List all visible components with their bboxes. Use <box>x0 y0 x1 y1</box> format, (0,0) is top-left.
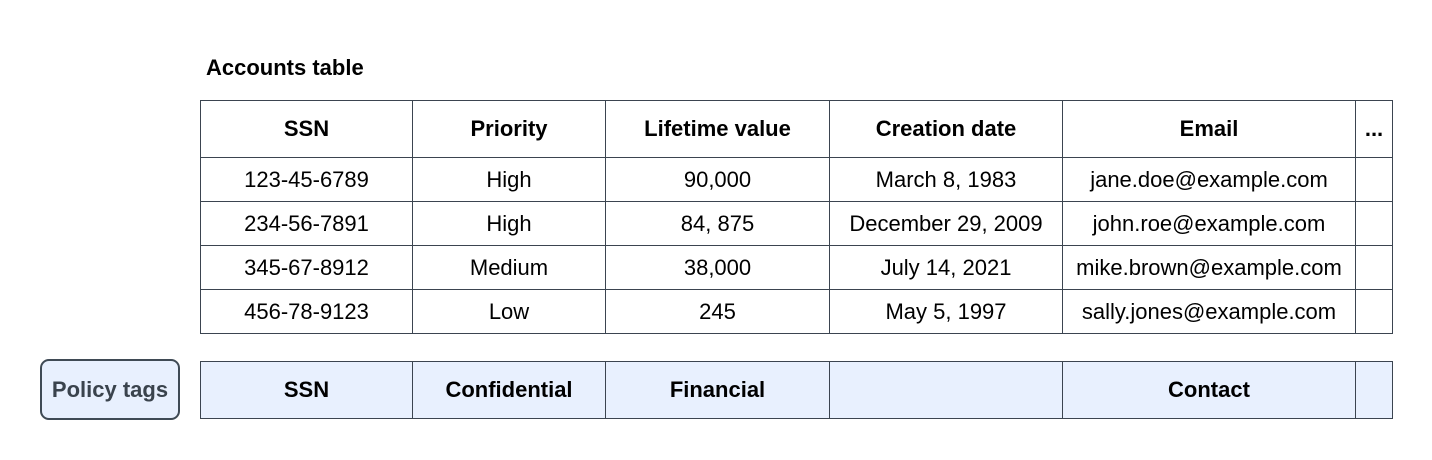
cell-more <box>1355 157 1393 202</box>
table-row: 123-45-6789 High 90,000 March 8, 1983 ja… <box>200 157 1393 202</box>
page-title: Accounts table <box>206 55 364 80</box>
cell-ssn: 345-67-8912 <box>200 245 413 290</box>
cell-creation-date: March 8, 1983 <box>829 157 1063 202</box>
cell-ssn: 234-56-7891 <box>200 201 413 246</box>
cell-more <box>1355 289 1393 334</box>
cell-creation-date: December 29, 2009 <box>829 201 1063 246</box>
policy-tag-cells: SSN Confidential Financial Contact <box>200 361 1393 419</box>
column-header-priority: Priority <box>412 100 606 158</box>
cell-email: mike.brown@example.com <box>1062 245 1356 290</box>
cell-email: sally.jones@example.com <box>1062 289 1356 334</box>
cell-more <box>1355 245 1393 290</box>
cell-ssn: 123-45-6789 <box>200 157 413 202</box>
policy-tags-button-label: Policy tags <box>51 376 169 402</box>
column-header-lifetime-value: Lifetime value <box>605 100 830 158</box>
column-header-creation-date: Creation date <box>829 100 1063 158</box>
cell-priority: High <box>412 201 606 246</box>
accounts-table: SSN Priority Lifetime value Creation dat… <box>200 100 1393 334</box>
table-row: 345-67-8912 Medium 38,000 July 14, 2021 … <box>200 245 1393 290</box>
cell-more <box>1355 201 1393 246</box>
cell-email: john.roe@example.com <box>1062 201 1356 246</box>
cell-creation-date: May 5, 1997 <box>829 289 1063 334</box>
column-header-ssn: SSN <box>200 100 413 158</box>
policy-tags-row: SSN Confidential Financial Contact <box>200 361 1393 419</box>
policy-tag-empty-2 <box>1355 361 1393 419</box>
column-header-email: Email <box>1062 100 1356 158</box>
cell-lifetime-value: 84, 875 <box>605 201 830 246</box>
policy-tag-ssn: SSN <box>200 361 413 419</box>
cell-priority: Medium <box>412 245 606 290</box>
cell-priority: High <box>412 157 606 202</box>
policy-tag-financial: Financial <box>605 361 830 419</box>
policy-tag-confidential: Confidential <box>412 361 606 419</box>
table-row: 234-56-7891 High 84, 875 December 29, 20… <box>200 201 1393 246</box>
policy-tag-contact: Contact <box>1062 361 1356 419</box>
column-header-more: ... <box>1355 100 1393 158</box>
cell-ssn: 456-78-9123 <box>200 289 413 334</box>
header-row: SSN Priority Lifetime value Creation dat… <box>200 100 1393 158</box>
cell-lifetime-value: 90,000 <box>605 157 830 202</box>
cell-lifetime-value: 245 <box>605 289 830 334</box>
cell-creation-date: July 14, 2021 <box>829 245 1063 290</box>
policy-tag-empty-1 <box>829 361 1063 419</box>
table-row: 456-78-9123 Low 245 May 5, 1997 sally.jo… <box>200 289 1393 334</box>
policy-tags-button[interactable]: Policy tags <box>40 359 180 420</box>
cell-priority: Low <box>412 289 606 334</box>
cell-email: jane.doe@example.com <box>1062 157 1356 202</box>
cell-lifetime-value: 38,000 <box>605 245 830 290</box>
